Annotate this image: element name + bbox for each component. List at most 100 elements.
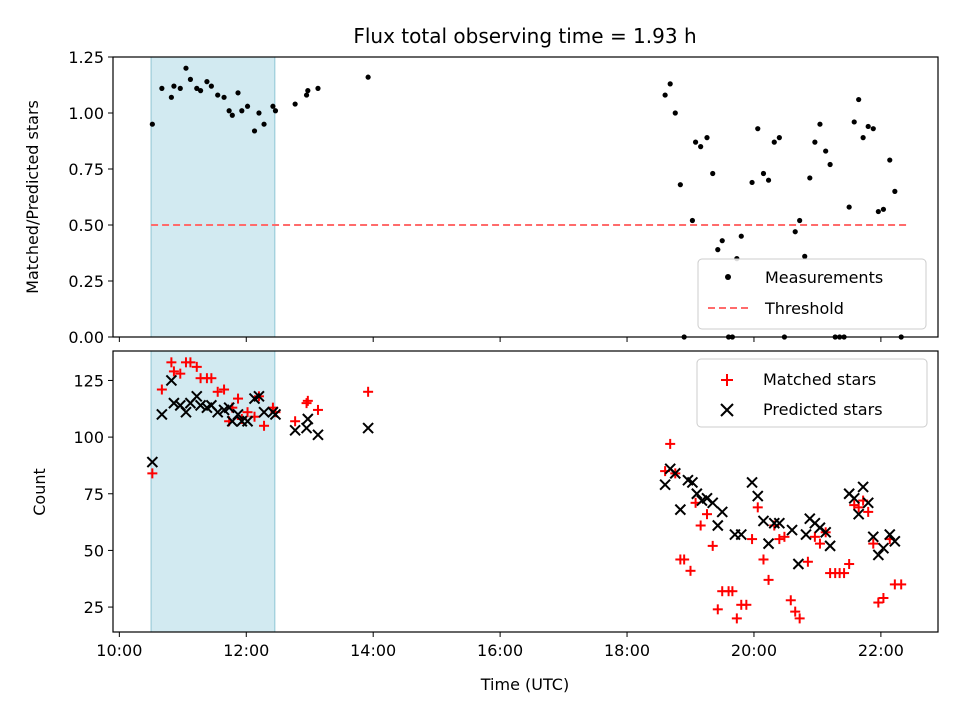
measurement-point-25 <box>305 88 311 94</box>
bottom-y-axis: 25 50 75 100 125 <box>73 371 113 617</box>
predicted-star-point-50 <box>800 528 812 541</box>
predicted-star-point-3 <box>168 397 180 409</box>
matched-star-point-54 <box>794 613 805 624</box>
predicted-star-point-30 <box>669 467 681 480</box>
predicted-star-point-17 <box>241 415 254 427</box>
top-ytick-label-5: 1.25 <box>68 48 104 67</box>
bottom-xtick-label-5: 20:00 <box>731 641 777 660</box>
predicted-star-point-64 <box>884 528 896 541</box>
predicted-star-point-31 <box>674 503 687 516</box>
measurement-point-27 <box>365 74 371 80</box>
top-highlight-region <box>150 56 276 338</box>
bottom-legend: Matched stars Predicted stars <box>696 358 928 428</box>
measurement-point-39 <box>719 238 725 244</box>
measurement-point-45 <box>755 126 761 132</box>
predicted-star-point-58 <box>852 508 865 520</box>
measurement-point-44 <box>749 179 755 186</box>
measurement-point-29 <box>667 81 673 87</box>
measurement-point-0 <box>149 121 155 127</box>
measurement-point-54 <box>807 175 813 181</box>
measurement-point-18 <box>251 128 258 134</box>
bottom-xtick-label-2: 14:00 <box>350 641 396 660</box>
bottom-ytick-label-2: 75 <box>84 485 104 504</box>
bottom-ytick-label-4: 125 <box>73 371 104 390</box>
predicted-star-point-43 <box>752 490 764 502</box>
measurement-point-6 <box>187 76 194 82</box>
matched-star-point-4 <box>175 368 186 379</box>
top-panel: 0.00 0.25 0.50 0.75 1.00 1.25 Matched/Predict… <box>23 48 939 347</box>
predicted-star-point-15 <box>232 408 244 421</box>
matched-star-point-56 <box>809 531 820 542</box>
legend-measurements-label: Measurements <box>765 268 883 287</box>
predicted-star-point-11 <box>212 406 224 418</box>
measurement-point-20 <box>261 121 267 127</box>
matched-star-point-20 <box>259 420 270 431</box>
matched-star-point-17 <box>242 407 253 418</box>
measurement-point-43 <box>738 233 744 239</box>
measurement-point-34 <box>692 139 699 145</box>
matched-star-point-10 <box>206 373 217 384</box>
matched-star-point-68 <box>868 538 879 549</box>
matched-star-point-48 <box>763 574 774 585</box>
matched-star-point-69 <box>873 597 884 608</box>
top-ytick-label-1: 0.25 <box>68 272 104 291</box>
matched-star-point-35 <box>695 520 706 531</box>
legend-matched-marker <box>721 374 733 386</box>
predicted-star-point-38 <box>712 519 724 532</box>
measurement-point-66 <box>865 123 871 130</box>
matched-star-point-67 <box>863 506 874 517</box>
top-ytick-label-2: 0.50 <box>68 216 104 235</box>
measurement-point-65 <box>860 135 866 141</box>
measurement-point-11 <box>215 92 221 98</box>
measurement-point-9 <box>204 79 210 85</box>
matched-star-point-25 <box>302 395 313 406</box>
measurement-point-16 <box>239 108 245 114</box>
predicted-star-point-48 <box>786 524 798 536</box>
matched-star-point-73 <box>896 579 907 590</box>
predicted-star-point-60 <box>862 497 874 509</box>
matched-star-point-32 <box>679 554 690 565</box>
measurement-point-24 <box>303 92 310 98</box>
predicted-star-point-61 <box>867 531 879 543</box>
measurement-point-48 <box>771 139 777 145</box>
predicted-star-point-5 <box>180 406 192 418</box>
matched-star-point-29 <box>665 438 676 449</box>
matched-star-point-70 <box>878 593 889 604</box>
measurement-point-70 <box>887 157 893 163</box>
matched-star-point-2 <box>166 357 177 368</box>
matched-star-point-46 <box>752 502 763 513</box>
matched-star-point-53 <box>790 606 801 617</box>
measurement-point-23 <box>292 101 298 107</box>
matched-star-point-37 <box>707 540 718 551</box>
matched-star-point-45 <box>747 534 758 545</box>
matched-star-point-52 <box>785 595 796 606</box>
bottom-panel: 25 50 75 100 125 10:00 12:00 14:00 16:00 18:00 20… <box>30 350 939 694</box>
bottom-ytick-label-0: 25 <box>84 598 104 617</box>
predicted-star-point-44 <box>757 515 770 527</box>
chart-title: Flux total observing time = 1.93 h <box>353 24 696 48</box>
bottom-ytick-label-1: 50 <box>84 541 104 560</box>
bottom-x-axis: 10:00 12:00 14:00 16:00 18:00 20:00 22:00 <box>96 632 904 660</box>
measurement-point-56 <box>817 121 823 127</box>
matched-star-point-41 <box>727 586 738 597</box>
matched-star-point-50 <box>774 534 785 545</box>
matched-star-point-15 <box>233 393 244 404</box>
matched-star-point-65 <box>853 502 864 513</box>
bottom-xtick-label-6: 22:00 <box>858 641 904 660</box>
legend-measurements-marker <box>725 274 731 280</box>
top-legend-box <box>697 258 927 330</box>
predicted-star-point-47 <box>773 517 786 529</box>
matched-star-point-33 <box>685 565 696 576</box>
predicted-star-point-23 <box>289 424 301 437</box>
predicted-star-point-26 <box>312 429 324 441</box>
measurement-point-15 <box>235 90 241 96</box>
predicted-star-point-7 <box>191 390 203 403</box>
matched-star-point-42 <box>731 613 742 624</box>
matched-star-point-6 <box>185 357 196 368</box>
matched-star-point-24 <box>301 398 312 409</box>
predicted-star-point-8 <box>194 399 207 412</box>
matched-star-point-38 <box>712 604 723 615</box>
measurement-point-1 <box>159 85 165 91</box>
matched-star-point-64 <box>849 500 860 511</box>
predicted-star-point-33 <box>686 476 699 489</box>
